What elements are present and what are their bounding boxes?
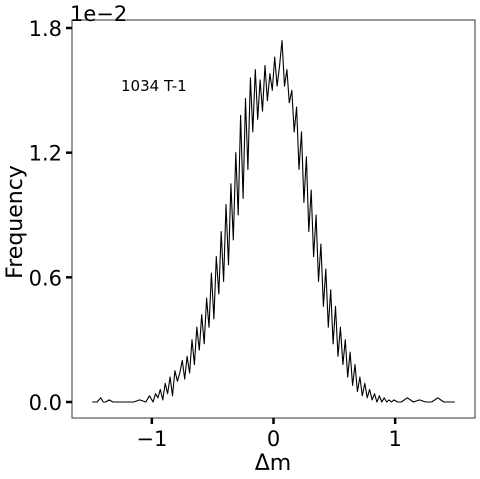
x-axis: −1 0 1 [136,418,402,451]
annotation-label: 1034 T-1 [121,77,187,95]
x-tick-label: 0 [267,427,280,451]
y-tick-label: 1.8 [29,17,62,41]
y-axis-title: Frequency [3,165,28,279]
scale-multiplier: 1e−2 [70,2,127,26]
y-tick-label: 0.6 [29,266,62,290]
plot-panel [71,19,476,419]
y-tick-label: 0.0 [29,391,62,415]
y-axis: 0.0 0.6 1.2 1.8 [29,17,72,415]
x-axis-title: Δm [255,451,291,476]
series-line [92,39,455,403]
x-tick-label: 1 [388,427,401,451]
y-tick-label: 1.2 [29,142,62,166]
x-tick-label: −1 [136,427,167,451]
